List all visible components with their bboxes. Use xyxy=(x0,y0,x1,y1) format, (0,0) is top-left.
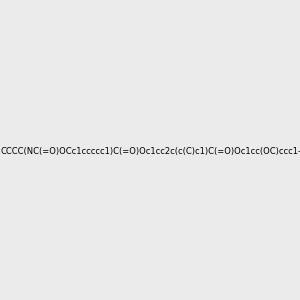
Text: CCCC(NC(=O)OCc1ccccc1)C(=O)Oc1cc2c(c(C)c1)C(=O)Oc1cc(OC)ccc1-2: CCCC(NC(=O)OCc1ccccc1)C(=O)Oc1cc2c(c(C)c… xyxy=(1,147,300,156)
